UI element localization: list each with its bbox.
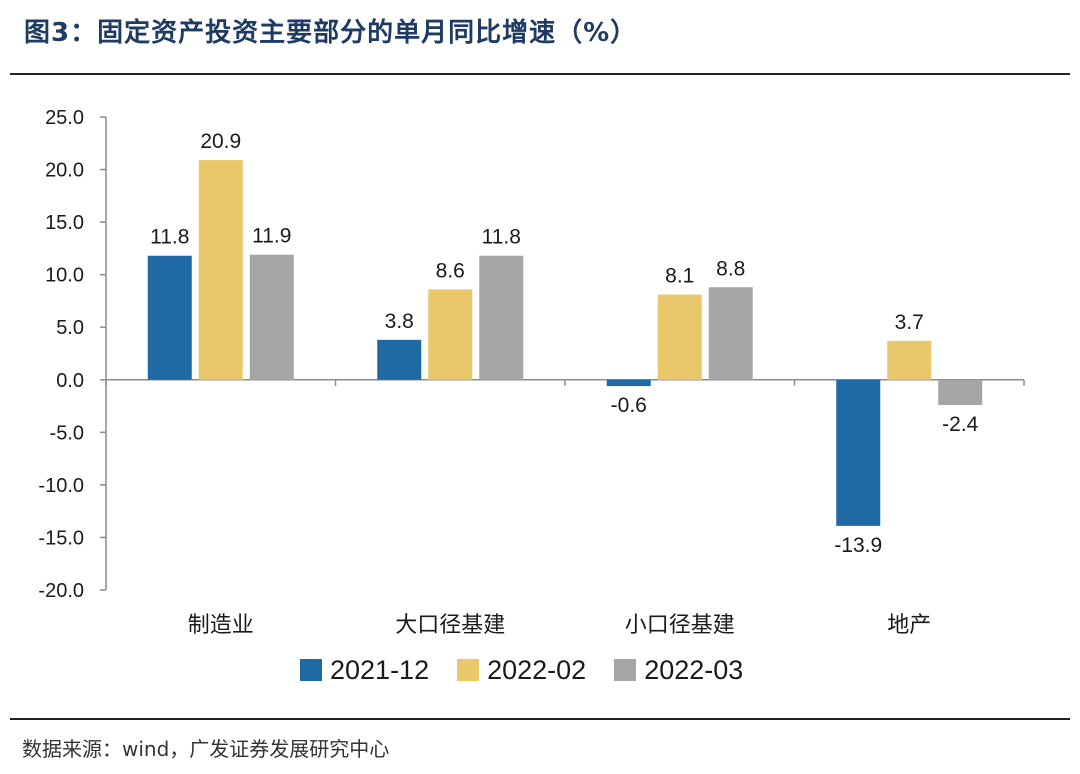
- bar-2022-03: [479, 255, 524, 380]
- data-label: -0.6: [611, 394, 647, 417]
- legend-label-2022-03: 2022-03: [644, 654, 744, 685]
- source-note: 数据来源：wind，广发证券发展研究中心: [22, 737, 390, 761]
- legend: 2021-12 2022-02 2022-03: [300, 652, 743, 688]
- bar-2022-03: [249, 254, 294, 380]
- legend-item-2022-03: 2022-03: [614, 655, 743, 686]
- legend-swatch-2022-03: [614, 659, 637, 681]
- y-tick-label: 10.0: [45, 265, 84, 287]
- data-label: 8.8: [716, 257, 745, 280]
- data-label: 11.8: [150, 226, 189, 249]
- data-label: 3.7: [895, 311, 924, 334]
- x-category-label: 地产: [887, 613, 931, 638]
- bar-2021-12: [147, 255, 192, 380]
- legend-swatch-2021-12: [300, 659, 322, 681]
- chart-title: 图3：固定资产投资主要部分的单月同比增速（%）: [24, 18, 638, 48]
- data-label: -2.4: [942, 413, 979, 436]
- y-tick-label: -5.0: [50, 422, 84, 444]
- x-category-label: 小口径基建: [625, 613, 735, 638]
- bar-2022-02: [657, 294, 702, 380]
- bar-2021-12: [606, 379, 651, 387]
- y-tick-label: 5.0: [56, 317, 84, 339]
- y-tick-label: 20.0: [45, 160, 84, 182]
- y-tick-label: -10.0: [38, 475, 84, 497]
- data-label: 8.6: [436, 259, 465, 282]
- y-tick-label: -20.0: [38, 580, 84, 602]
- bottom-divider: [10, 718, 1070, 720]
- y-tick-label: 15.0: [45, 212, 84, 234]
- data-label: -13.9: [834, 534, 882, 557]
- bar-2022-02: [428, 289, 473, 380]
- bar-chart: 25.0 20.0 15.0 10.0 5.0 0.0 -5.0 -10.0 -15.0 -20.…: [38, 107, 1025, 638]
- x-category-label: 大口径基建: [395, 613, 505, 638]
- legend-label-2021-12: 2021-12: [330, 654, 430, 685]
- y-tick-label: -15.0: [38, 527, 84, 549]
- y-tick-label: 0.0: [56, 370, 84, 392]
- data-label: 20.9: [200, 130, 241, 153]
- bar-2021-12: [377, 339, 422, 380]
- data-label: 3.8: [385, 310, 414, 333]
- bar-2022-02: [198, 160, 243, 380]
- data-label: 11.9: [252, 225, 291, 248]
- legend-label-2022-02: 2022-02: [487, 654, 587, 685]
- bar-2022-03: [708, 287, 753, 380]
- legend-item-2022-02: 2022-02: [457, 655, 586, 686]
- bar-2022-02: [887, 340, 932, 380]
- legend-item-2021-12: 2021-12: [300, 655, 429, 686]
- y-tick-label: 25.0: [45, 107, 84, 129]
- bar-2022-03: [938, 379, 983, 406]
- data-label: 11.8: [482, 226, 521, 249]
- x-category-label: 制造业: [188, 613, 254, 638]
- legend-swatch-2022-02: [457, 659, 480, 681]
- bar-2021-12: [836, 379, 881, 526]
- top-divider: [10, 73, 1070, 75]
- data-label: 8.1: [665, 265, 694, 288]
